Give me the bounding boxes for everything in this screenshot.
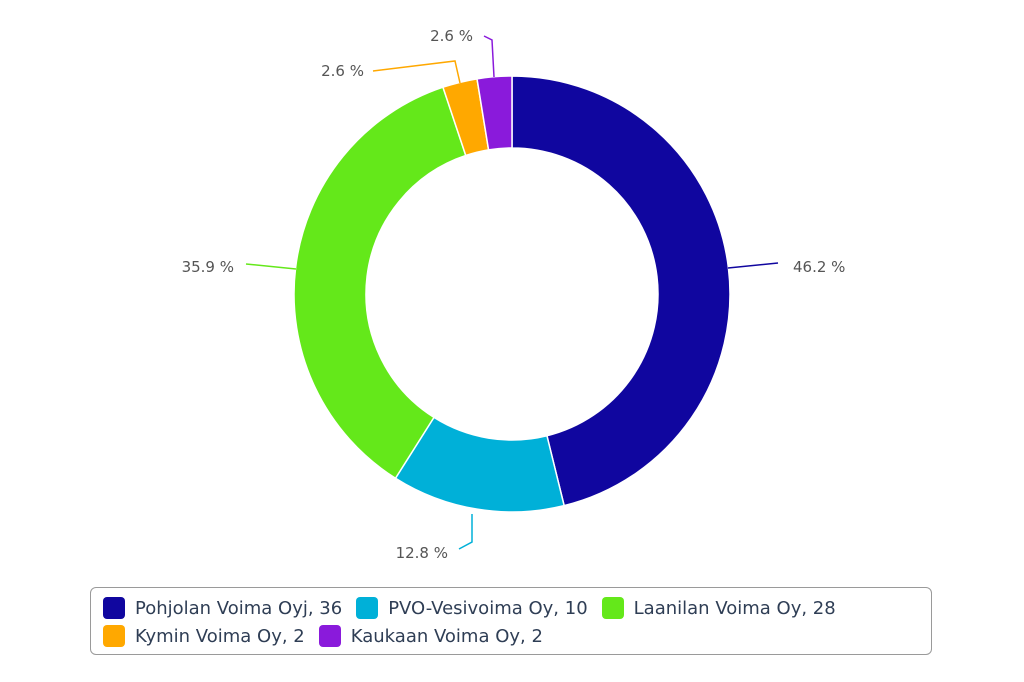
data-label-laanilan-voima-oy: 35.9 % [182, 258, 234, 276]
legend-swatch [103, 597, 125, 619]
legend-label: Kaukaan Voima Oy, 2 [350, 625, 543, 647]
data-label-pohjolan-voima-oyj: 46.2 % [793, 258, 845, 276]
connector-kaukaan-voima-oy [483, 35, 495, 78]
connectors-group [245, 35, 779, 550]
slice-kaukaan-voima-oy[interactable] [476, 75, 513, 151]
connector-laanilan-voima-oy [245, 263, 297, 270]
legend-item-laanilan-voima[interactable]: Laanilan Voima Oy, 28 [601, 597, 836, 619]
legend-swatch [356, 597, 379, 619]
legend-swatch [601, 597, 624, 619]
data-label-pvo-vesivoima-oy: 12.8 % [396, 544, 448, 562]
legend-item-pvo-vesivoima[interactable]: PVO-Vesivoima Oy, 10 [356, 597, 588, 619]
connector-pvo-vesivoima-oy [458, 514, 473, 550]
legend-label: Kymin Voima Oy, 2 [135, 625, 305, 647]
legend-item-kaukaan-voima[interactable]: Kaukaan Voima Oy, 2 [318, 625, 543, 647]
slice-pohjolan-voima-oyj[interactable] [511, 75, 731, 507]
labels-group: 46.2 % 12.8 % 35.9 % 2.6 % 2.6 % [182, 27, 846, 562]
legend: Pohjolan Voima Oyj, 36 PVO-Vesivoima Oy,… [90, 587, 932, 655]
legend-label: Laanilan Voima Oy, 28 [633, 597, 836, 619]
slices-group [293, 75, 731, 513]
legend-swatch [318, 625, 341, 647]
connector-kymin-voima-oy [372, 60, 461, 84]
legend-row: Pohjolan Voima Oyj, 36 PVO-Vesivoima Oy,… [103, 594, 919, 622]
legend-swatch [103, 625, 125, 647]
slice-laanilan-voima-oy[interactable] [293, 86, 467, 480]
connector-pohjolan-voima-oyj [727, 262, 779, 269]
legend-item-pohjolan-voima[interactable]: Pohjolan Voima Oyj, 36 [103, 597, 342, 619]
data-label-kaukaan-voima-oy: 2.6 % [430, 27, 473, 45]
data-label-kymin-voima-oy: 2.6 % [321, 62, 364, 80]
legend-label: PVO-Vesivoima Oy, 10 [388, 597, 588, 619]
legend-row: Kymin Voima Oy, 2 Kaukaan Voima Oy, 2 [103, 622, 919, 650]
legend-label: Pohjolan Voima Oyj, 36 [135, 597, 343, 619]
legend-item-kymin-voima[interactable]: Kymin Voima Oy, 2 [103, 625, 305, 647]
